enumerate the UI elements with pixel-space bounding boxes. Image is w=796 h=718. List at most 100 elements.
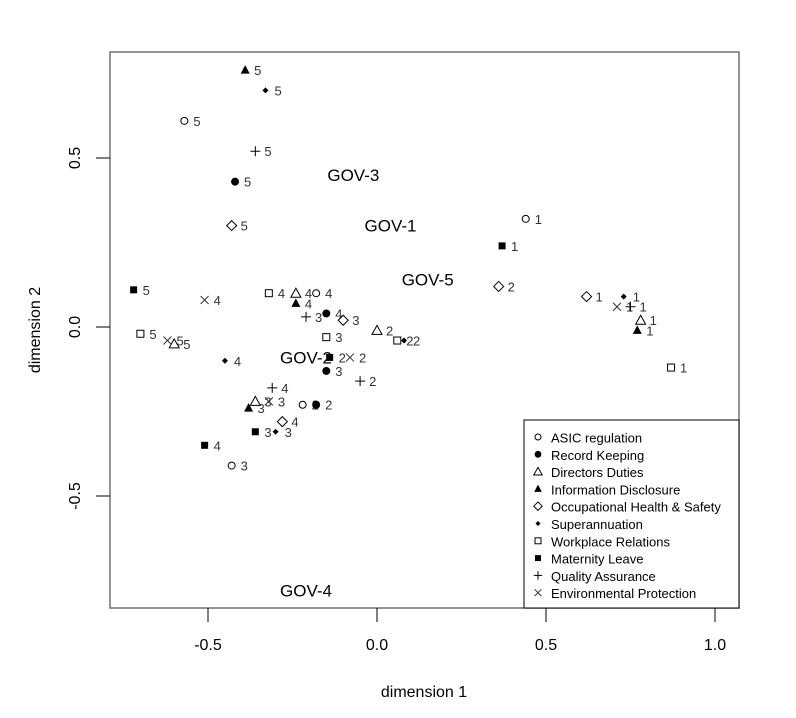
point-label: 1	[511, 239, 518, 254]
point-label: 2	[359, 350, 366, 365]
data-point: 1	[620, 290, 640, 305]
point-label: 4	[325, 286, 332, 301]
point-label: 5	[183, 337, 190, 352]
data-point: 5	[136, 327, 157, 342]
y-tick-label: 0.5	[67, 147, 84, 169]
x-tick-label: 1.0	[704, 637, 726, 654]
data-point: 5	[240, 63, 261, 78]
legend-item: Workplace Relations	[534, 534, 670, 549]
data-point: 2	[355, 374, 376, 389]
data-point: 3	[301, 310, 322, 325]
x-axis: -0.5 0.0 0.5 1.0	[194, 608, 726, 654]
legend-label: Quality Assurance	[551, 569, 656, 584]
point-label: 2	[369, 374, 376, 389]
plot-frame	[109, 51, 740, 609]
gov-label: GOV-2	[280, 348, 332, 367]
data-point: 2	[371, 323, 393, 338]
legend-label: Superannuation	[551, 517, 643, 532]
point-label: 5	[176, 334, 183, 349]
point-label: 4	[305, 296, 312, 311]
data-point: 5	[168, 337, 190, 352]
point-label: 3	[258, 401, 265, 416]
legend-label: Information Disclosure	[551, 482, 680, 497]
data-point: 2	[401, 334, 420, 349]
data-point: 3	[272, 425, 292, 440]
data-point: 1	[632, 323, 653, 338]
point-label: 1	[640, 300, 647, 315]
data-point: 5	[163, 334, 184, 349]
point-label: 4	[281, 381, 288, 396]
x-axis-label: dimension 1	[381, 684, 467, 701]
data-point: 1	[521, 212, 542, 227]
data-point: 5	[180, 114, 201, 129]
legend-item: Superannuation	[535, 517, 643, 532]
data-point: 4	[312, 286, 332, 301]
data-point: 3	[251, 425, 272, 440]
data-point: 1	[625, 300, 647, 315]
data-point: 4	[264, 286, 285, 301]
point-label: 2	[406, 334, 413, 349]
point-label: 4	[291, 415, 298, 430]
point-label: 5	[274, 83, 281, 98]
data-point: 2	[492, 279, 515, 294]
data-point: 4	[322, 306, 343, 321]
point-label: 3	[352, 313, 359, 328]
legend-label: Workplace Relations	[551, 534, 670, 549]
data-point: 2	[312, 398, 332, 413]
legend-item: Maternity Leave	[535, 552, 644, 567]
legend-item: Occupational Health & Safety	[533, 500, 721, 515]
data-point: 3	[337, 313, 359, 328]
legend-label: Record Keeping	[551, 448, 644, 463]
point-label: 2	[508, 279, 515, 294]
gov-label: GOV-4	[280, 582, 332, 601]
data-point: 3	[244, 401, 265, 416]
gov-annotations: GOV-3 GOV-1 GOV-5 GOV-2 GOV-4	[280, 166, 454, 601]
point-label: 1	[596, 290, 603, 305]
data-point: 3	[227, 459, 248, 474]
legend-label: Maternity Leave	[551, 552, 644, 567]
y-tick-label: 0.0	[67, 316, 84, 338]
data-point: 1	[498, 239, 518, 254]
gov-label: GOV-5	[402, 271, 454, 290]
point-label: 3	[278, 394, 285, 409]
point-label: 5	[264, 144, 271, 159]
point-label: 4	[305, 286, 312, 301]
data-point: 5	[130, 283, 150, 298]
legend-item: Quality Assurance	[533, 569, 656, 584]
data-point: 4	[267, 381, 288, 396]
data-point: 4	[200, 293, 221, 308]
data-point: 5	[250, 144, 272, 159]
data-point: 4	[221, 354, 241, 369]
legend-box	[523, 419, 740, 609]
point-label: 1	[650, 313, 657, 328]
point-label: 4	[214, 293, 221, 308]
point-label: 1	[535, 212, 542, 227]
data-point: 3	[322, 330, 343, 345]
point-label: 2	[386, 323, 393, 338]
point-label: 5	[241, 219, 248, 234]
data-points: 1234512345123451345123451234512345123451…	[130, 63, 731, 474]
legend: ASIC regulation Record Keeping Directors D…	[523, 419, 740, 609]
point-label: 2	[339, 350, 346, 365]
legend-label: Occupational Health & Safety	[551, 500, 721, 515]
x-tick-label: 0.0	[366, 637, 388, 654]
data-point: 4	[291, 296, 312, 311]
x-tick-label: 0.5	[535, 637, 557, 654]
point-label: 3	[285, 425, 292, 440]
point-label: 4	[234, 354, 241, 369]
point-label: 4	[278, 286, 285, 301]
data-point: 1	[580, 290, 603, 305]
point-label: 3	[335, 330, 342, 345]
legend-item: Directors Duties	[532, 465, 644, 480]
gov-label: GOV-1	[365, 217, 417, 236]
point-label: 5	[143, 283, 150, 298]
y-tick-label: -0.5	[67, 482, 84, 510]
point-label: 3	[315, 310, 322, 325]
point-label: 5	[244, 175, 251, 190]
legend-label: ASIC regulation	[551, 431, 642, 446]
